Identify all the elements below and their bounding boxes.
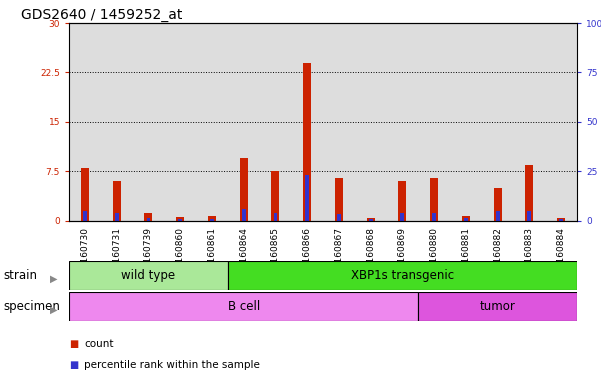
Text: ■: ■ bbox=[69, 360, 78, 370]
Bar bbox=[101, 23, 133, 221]
Bar bbox=[83, 211, 87, 221]
Bar bbox=[462, 215, 470, 221]
Bar bbox=[291, 23, 323, 221]
Bar bbox=[496, 211, 499, 221]
Bar bbox=[559, 219, 563, 221]
Bar bbox=[482, 23, 513, 221]
Bar bbox=[196, 23, 228, 221]
Bar bbox=[367, 217, 374, 221]
Bar bbox=[545, 23, 577, 221]
Bar bbox=[178, 219, 182, 221]
Text: percentile rank within the sample: percentile rank within the sample bbox=[84, 360, 260, 370]
Bar bbox=[337, 214, 341, 221]
Bar bbox=[398, 181, 406, 221]
Bar bbox=[69, 23, 101, 221]
Text: GDS2640 / 1459252_at: GDS2640 / 1459252_at bbox=[21, 8, 182, 22]
Bar bbox=[176, 217, 184, 221]
Bar bbox=[386, 23, 418, 221]
Bar bbox=[273, 213, 277, 221]
Bar bbox=[493, 188, 502, 221]
Bar bbox=[432, 213, 436, 221]
Bar bbox=[144, 213, 153, 221]
Text: ▶: ▶ bbox=[50, 273, 57, 284]
Text: ■: ■ bbox=[69, 339, 78, 349]
Bar bbox=[115, 213, 118, 221]
Bar bbox=[147, 218, 150, 221]
Bar bbox=[430, 178, 438, 221]
Bar bbox=[164, 23, 196, 221]
Text: ▶: ▶ bbox=[50, 304, 57, 314]
Bar bbox=[355, 23, 386, 221]
Bar bbox=[81, 168, 89, 221]
Bar bbox=[69, 261, 228, 290]
Bar bbox=[303, 63, 311, 221]
Bar bbox=[228, 261, 577, 290]
Bar bbox=[528, 211, 531, 221]
Bar bbox=[400, 213, 404, 221]
Bar bbox=[240, 158, 248, 221]
Bar bbox=[335, 178, 343, 221]
Bar bbox=[464, 218, 468, 221]
Text: wild type: wild type bbox=[121, 269, 175, 282]
Bar bbox=[133, 23, 164, 221]
Bar bbox=[260, 23, 291, 221]
Bar bbox=[323, 23, 355, 221]
Bar bbox=[210, 219, 214, 221]
Text: B cell: B cell bbox=[228, 300, 260, 313]
Bar bbox=[69, 292, 418, 321]
Bar bbox=[369, 219, 373, 221]
Bar bbox=[418, 292, 577, 321]
Bar bbox=[557, 217, 565, 221]
Bar bbox=[113, 181, 121, 221]
Text: count: count bbox=[84, 339, 114, 349]
Bar bbox=[525, 165, 533, 221]
Text: strain: strain bbox=[3, 269, 37, 282]
Bar bbox=[513, 23, 545, 221]
Text: XBP1s transgenic: XBP1s transgenic bbox=[351, 269, 454, 282]
Bar bbox=[305, 175, 309, 221]
Bar bbox=[418, 23, 450, 221]
Bar bbox=[208, 215, 216, 221]
Bar bbox=[228, 23, 260, 221]
Text: tumor: tumor bbox=[480, 300, 516, 313]
Bar bbox=[272, 171, 279, 221]
Bar bbox=[450, 23, 482, 221]
Text: specimen: specimen bbox=[3, 300, 60, 313]
Bar bbox=[242, 209, 246, 221]
